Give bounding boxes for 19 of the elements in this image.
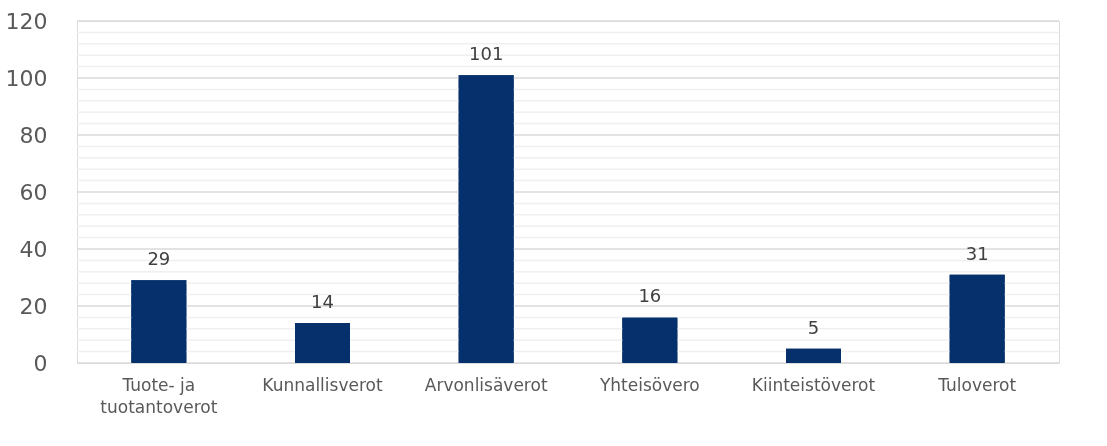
x-tick-label: Kunnallisverot	[262, 374, 383, 395]
y-tick-label: 40	[19, 236, 48, 262]
data-label: 16	[638, 285, 662, 307]
y-tick-label: 0	[33, 350, 48, 376]
data-label: 5	[807, 316, 820, 338]
y-tick-label: 120	[5, 8, 48, 34]
data-label: 31	[965, 242, 989, 264]
data-label: 14	[311, 291, 334, 313]
y-tick-label: 100	[5, 65, 48, 91]
x-tick-label: Tuote- ja tuotantoverot	[100, 374, 218, 417]
x-tick-label: Tuloverot	[937, 374, 1017, 395]
data-label: 101	[468, 43, 504, 65]
y-tick-label: 60	[19, 179, 48, 205]
x-tick-label: Kiinteistöverot	[751, 374, 876, 395]
data-label: 29	[147, 248, 171, 270]
y-tick-label: 80	[19, 122, 48, 148]
x-tick-label: Yhteisövero	[598, 374, 700, 395]
y-tick-label: 20	[19, 293, 48, 319]
x-tick-label: Arvonlisäverot	[424, 374, 548, 395]
